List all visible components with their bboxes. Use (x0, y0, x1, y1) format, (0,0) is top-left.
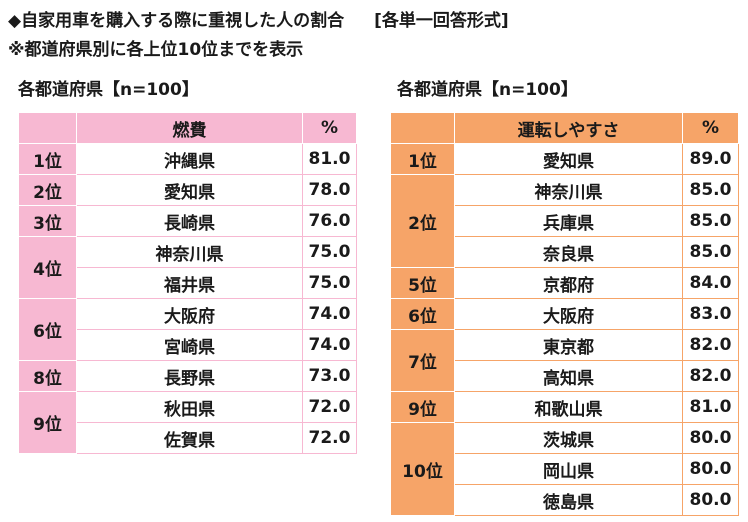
rank-cell: 3位 (18, 205, 77, 237)
prefecture-cell: 秋田県 (76, 391, 303, 423)
rank-cell: 4位 (18, 236, 77, 299)
rank-cell: 8位 (18, 360, 77, 392)
prefecture-cell: 岡山県 (454, 453, 683, 485)
left-table-caption: 各都道府県【n=100】 (18, 80, 199, 100)
percent-header: % (302, 112, 357, 144)
right-table-caption: 各都道府県【n=100】 (397, 80, 578, 100)
table-row: 4位 神奈川県 75.0 (18, 236, 357, 299)
rank-header (18, 112, 77, 144)
prefecture-cell: 東京都 (454, 329, 683, 361)
percent-cell: 89.0 (682, 143, 739, 175)
rank-cell: 1位 (18, 143, 77, 175)
percent-cell: 82.0 (682, 360, 739, 392)
prefecture-cell: 長崎県 (76, 205, 303, 237)
prefecture-cell: 佐賀県 (76, 422, 303, 454)
table-row: 徳島県 80.0 (391, 484, 739, 516)
prefecture-cell: 沖縄県 (76, 143, 303, 175)
table-header-row: 運転しやすさ % (390, 112, 739, 144)
prefecture-cell: 兵庫県 (454, 205, 683, 237)
percent-cell: 81.0 (302, 143, 357, 175)
page-subtitle-note: ※都道府県別に各上位10位までを表示 (8, 40, 304, 60)
prefecture-cell: 大阪府 (76, 298, 303, 330)
table-row: 兵庫県 85.0 (391, 205, 739, 237)
percent-cell: 75.0 (302, 267, 357, 299)
table-row: 1位 愛知県 89.0 (390, 143, 739, 175)
title-main: ◆自家用車を購入する際に重視した人の割合 (8, 11, 345, 31)
prefecture-cell: 和歌山県 (454, 391, 683, 423)
percent-cell: 78.0 (302, 174, 357, 206)
table-row: 9位 和歌山県 81.0 (390, 391, 739, 423)
rank-cell: 10位 (390, 422, 455, 516)
percent-header: % (682, 112, 739, 144)
table-row: 5位 京都府 84.0 (390, 267, 739, 299)
table-row: 7位 東京都 82.0 (390, 329, 739, 392)
table-row: 奈良県 85.0 (391, 236, 739, 268)
rank-header (390, 112, 455, 144)
percent-cell: 85.0 (682, 236, 739, 268)
table-row: 6位 大阪府 74.0 (18, 298, 357, 361)
category-header: 運転しやすさ (454, 112, 683, 144)
prefecture-cell: 宮崎県 (76, 329, 303, 361)
percent-cell: 80.0 (682, 484, 739, 516)
percent-cell: 72.0 (302, 391, 357, 423)
table-row: 福井県 75.0 (19, 267, 357, 299)
percent-cell: 80.0 (682, 453, 739, 485)
prefecture-cell: 京都府 (454, 267, 683, 299)
percent-cell: 81.0 (682, 391, 739, 423)
percent-cell: 83.0 (682, 298, 739, 330)
rank-cell: 7位 (390, 329, 455, 392)
prefecture-cell: 徳島県 (454, 484, 683, 516)
prefecture-cell: 奈良県 (454, 236, 683, 268)
prefecture-cell: 福井県 (76, 267, 303, 299)
percent-cell: 72.0 (302, 422, 357, 454)
answer-format-note: [各単一回答形式] (374, 11, 509, 31)
table-row: 9位 秋田県 72.0 (18, 391, 357, 454)
prefecture-cell: 神奈川県 (76, 236, 303, 268)
table-row: 佐賀県 72.0 (19, 422, 357, 454)
table-row: 高知県 82.0 (391, 360, 739, 392)
fuel-economy-ranking-table: 燃費 % 1位 沖縄県 81.0 2位 愛知県 78.0 3位 長崎県 76.0 4位 神奈川県 75… (18, 112, 357, 454)
percent-cell: 85.0 (682, 174, 739, 206)
percent-cell: 75.0 (302, 236, 357, 268)
table-row: 2位 神奈川県 85.0 (390, 174, 739, 268)
rank-cell: 9位 (390, 391, 455, 423)
rank-cell: 1位 (390, 143, 455, 175)
percent-cell: 85.0 (682, 205, 739, 237)
rank-cell: 6位 (18, 298, 77, 361)
prefecture-cell: 神奈川県 (454, 174, 683, 206)
table-row: 1位 沖縄県 81.0 (18, 143, 357, 175)
percent-cell: 80.0 (682, 422, 739, 454)
category-header: 燃費 (76, 112, 303, 144)
prefecture-cell: 愛知県 (76, 174, 303, 206)
table-row: 3位 長崎県 76.0 (18, 205, 357, 237)
percent-cell: 73.0 (302, 360, 357, 392)
prefecture-cell: 茨城県 (454, 422, 683, 454)
percent-cell: 82.0 (682, 329, 739, 361)
ease-of-driving-ranking-table: 運転しやすさ % 1位 愛知県 89.0 2位 神奈川県 85.0 兵庫県 85.0 奈良県 85… (390, 112, 739, 516)
percent-cell: 84.0 (682, 267, 739, 299)
page-title: ◆自家用車を購入する際に重視した人の割合 [各単一回答形式] (8, 6, 509, 31)
rank-cell: 2位 (390, 174, 455, 268)
percent-cell: 74.0 (302, 298, 357, 330)
rank-cell: 9位 (18, 391, 77, 454)
table-row: 2位 愛知県 78.0 (18, 174, 357, 206)
percent-cell: 74.0 (302, 329, 357, 361)
prefecture-cell: 長野県 (76, 360, 303, 392)
prefecture-cell: 大阪府 (454, 298, 683, 330)
table-row: 6位 大阪府 83.0 (390, 298, 739, 330)
rank-cell: 6位 (390, 298, 455, 330)
prefecture-cell: 愛知県 (454, 143, 683, 175)
rank-cell: 5位 (390, 267, 455, 299)
table-header-row: 燃費 % (18, 112, 357, 144)
table-row: 8位 長野県 73.0 (18, 360, 357, 392)
prefecture-cell: 高知県 (454, 360, 683, 392)
table-row: 岡山県 80.0 (391, 453, 739, 485)
percent-cell: 76.0 (302, 205, 357, 237)
rank-cell: 2位 (18, 174, 77, 206)
table-row: 10位 茨城県 80.0 (390, 422, 739, 516)
